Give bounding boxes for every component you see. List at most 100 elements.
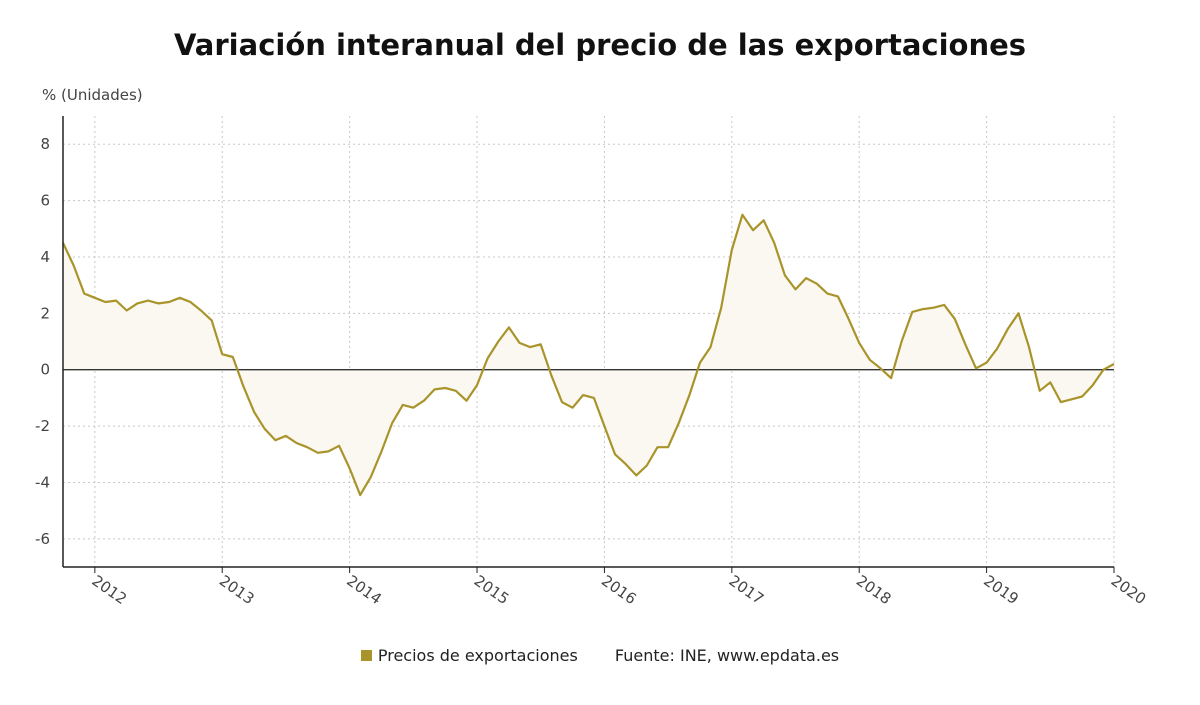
data-point xyxy=(433,388,435,390)
data-point xyxy=(816,283,818,285)
data-point xyxy=(826,292,828,294)
data-point xyxy=(720,307,722,309)
x-tick-label: 2019 xyxy=(980,572,1022,609)
data-point xyxy=(221,353,223,355)
data-point xyxy=(72,264,74,266)
data-point xyxy=(380,450,382,452)
data-point xyxy=(295,442,297,444)
data-point xyxy=(370,476,372,478)
data-point xyxy=(1060,401,1062,403)
data-point xyxy=(678,422,680,424)
data-point xyxy=(688,394,690,396)
data-point xyxy=(179,297,181,299)
legend-label: Precios de exportaciones xyxy=(377,646,578,665)
data-point xyxy=(582,394,584,396)
data-point xyxy=(943,304,945,306)
y-tick-label: -6 xyxy=(35,530,50,548)
data-point xyxy=(306,446,308,448)
data-point xyxy=(402,404,404,406)
data-point xyxy=(1039,390,1041,392)
data-point xyxy=(667,446,669,448)
data-point xyxy=(784,274,786,276)
data-point xyxy=(455,390,457,392)
data-point xyxy=(741,214,743,216)
x-tick-label: 2012 xyxy=(89,572,131,609)
data-point xyxy=(232,356,234,358)
data-point xyxy=(497,340,499,342)
data-point xyxy=(571,407,573,409)
data-point xyxy=(603,425,605,427)
data-point xyxy=(104,301,106,303)
data-point xyxy=(327,450,329,452)
chart-title: Variación interanual del precio de las e… xyxy=(173,28,1027,62)
data-point xyxy=(593,397,595,399)
data-point xyxy=(200,309,202,311)
data-point xyxy=(1070,398,1072,400)
data-point xyxy=(253,411,255,413)
data-point xyxy=(486,357,488,359)
legend: Precios de exportaciones Fuente: INE, ww… xyxy=(0,645,1200,665)
data-point xyxy=(359,494,361,496)
data-point xyxy=(656,446,658,448)
y-tick-label: 0 xyxy=(40,361,50,379)
data-point xyxy=(444,387,446,389)
x-tick-label: 2020 xyxy=(1108,572,1150,609)
legend-swatch xyxy=(360,650,372,661)
data-point xyxy=(317,452,319,454)
data-point xyxy=(242,385,244,387)
data-point xyxy=(168,301,170,303)
data-point xyxy=(508,326,510,328)
data-point xyxy=(922,308,924,310)
data-point xyxy=(147,299,149,301)
y-tick-label: -2 xyxy=(35,417,50,435)
data-point xyxy=(752,229,754,231)
legend-item-series[interactable]: Precios de exportaciones xyxy=(360,646,578,665)
data-point xyxy=(699,361,701,363)
data-point xyxy=(847,318,849,320)
data-point xyxy=(731,249,733,251)
data-point xyxy=(391,422,393,424)
data-point xyxy=(285,435,287,437)
data-point xyxy=(773,242,775,244)
data-point xyxy=(996,347,998,349)
x-tick-label: 2015 xyxy=(471,572,513,609)
x-tick-label: 2016 xyxy=(598,572,640,609)
data-point xyxy=(837,295,839,297)
data-point xyxy=(126,309,128,311)
data-point xyxy=(1081,395,1083,397)
data-point xyxy=(932,307,934,309)
data-point xyxy=(518,342,520,344)
data-point xyxy=(1102,369,1104,371)
y-tick-label: 8 xyxy=(40,135,50,153)
data-point xyxy=(1017,312,1019,314)
data-point xyxy=(465,400,467,402)
data-point xyxy=(805,277,807,279)
data-point xyxy=(646,464,648,466)
data-point xyxy=(763,219,765,221)
data-point xyxy=(858,342,860,344)
data-point xyxy=(274,439,276,441)
x-tick-label: 2013 xyxy=(216,572,258,609)
data-point xyxy=(550,374,552,376)
data-point xyxy=(964,343,966,345)
data-point xyxy=(1092,384,1094,386)
data-point xyxy=(115,299,117,301)
data-point xyxy=(879,367,881,369)
y-tick-label: -4 xyxy=(35,473,50,491)
series-area xyxy=(63,214,1114,496)
data-point xyxy=(423,400,425,402)
data-point xyxy=(794,288,796,290)
data-point xyxy=(1028,346,1030,348)
data-point xyxy=(338,445,340,447)
source-credit: Fuente: INE, www.epdata.es xyxy=(614,646,840,665)
x-tick-label: 2017 xyxy=(726,572,768,609)
data-point xyxy=(614,453,616,455)
data-point xyxy=(954,318,956,320)
data-point xyxy=(83,292,85,294)
y-tick-label: 6 xyxy=(40,192,50,210)
series-line xyxy=(62,213,1115,497)
data-point xyxy=(1007,328,1009,330)
data-point xyxy=(911,311,913,313)
